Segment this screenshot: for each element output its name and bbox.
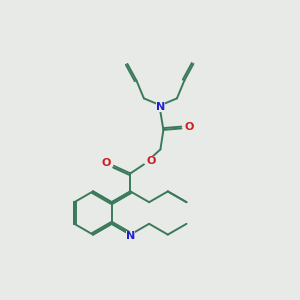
Text: O: O <box>147 156 156 167</box>
Text: O: O <box>184 122 194 132</box>
Text: N: N <box>126 231 135 241</box>
Text: N: N <box>156 101 165 112</box>
Text: O: O <box>102 158 111 168</box>
